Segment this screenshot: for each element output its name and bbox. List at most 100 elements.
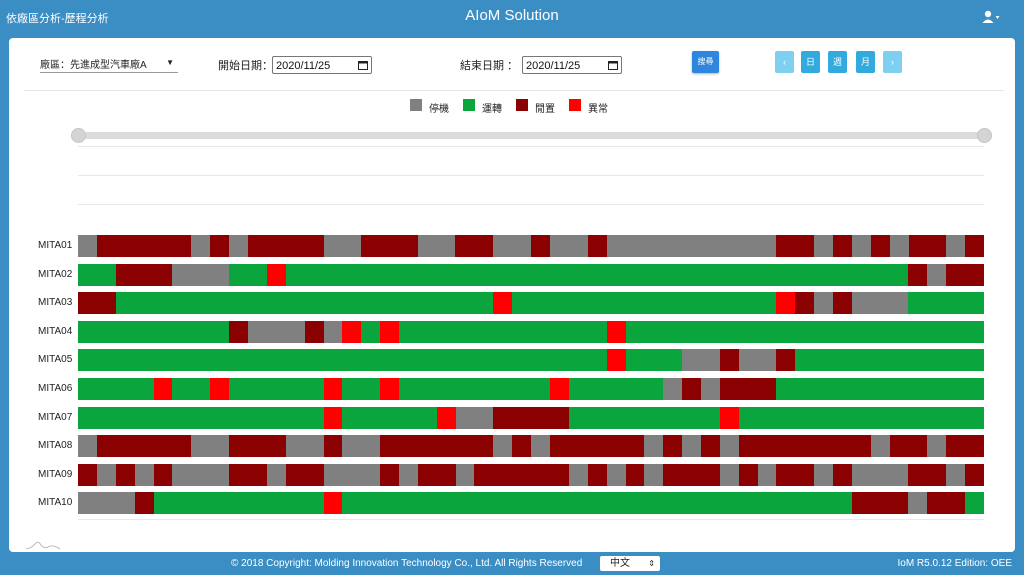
abnormal-segment[interactable] [550, 378, 569, 400]
running-segment[interactable] [154, 492, 324, 515]
next-button[interactable]: › [883, 51, 902, 73]
idle-segment[interactable] [720, 349, 739, 372]
idle-segment[interactable] [852, 492, 908, 515]
running-segment[interactable] [229, 378, 324, 400]
idle-segment[interactable] [965, 463, 984, 486]
idle-segment[interactable] [97, 435, 191, 458]
idle-segment[interactable] [795, 292, 814, 315]
running-segment[interactable] [361, 320, 380, 343]
idle-segment[interactable] [908, 463, 946, 486]
idle-segment[interactable] [739, 463, 758, 486]
stopped-segment[interactable] [324, 235, 361, 257]
stopped-segment[interactable] [191, 235, 210, 257]
stopped-segment[interactable] [852, 463, 908, 486]
idle-segment[interactable] [97, 235, 191, 257]
running-segment[interactable] [172, 378, 210, 400]
stopped-segment[interactable] [342, 435, 380, 458]
abnormal-segment[interactable] [267, 263, 286, 286]
month-button[interactable]: 月 [856, 51, 875, 73]
running-segment[interactable] [795, 349, 984, 372]
stopped-segment[interactable] [550, 235, 588, 257]
idle-segment[interactable] [229, 320, 248, 343]
idle-segment[interactable] [908, 263, 927, 286]
stopped-segment[interactable] [493, 235, 531, 257]
idle-segment[interactable] [455, 235, 493, 257]
idle-segment[interactable] [909, 235, 946, 257]
running-segment[interactable] [908, 292, 984, 315]
idle-segment[interactable] [776, 463, 814, 486]
machine-bar[interactable] [78, 235, 984, 257]
running-segment[interactable] [342, 406, 437, 429]
stopped-segment[interactable] [758, 463, 776, 486]
stopped-segment[interactable] [324, 320, 342, 343]
stopped-segment[interactable] [852, 292, 908, 315]
abnormal-segment[interactable] [437, 406, 456, 429]
idle-segment[interactable] [512, 435, 531, 458]
stopped-segment[interactable] [191, 435, 229, 458]
machine-bar[interactable] [78, 406, 984, 429]
idle-segment[interactable] [626, 463, 644, 486]
abnormal-segment[interactable] [607, 349, 626, 372]
time-range-slider[interactable] [78, 132, 984, 139]
stopped-segment[interactable] [456, 406, 493, 429]
idle-segment[interactable] [116, 263, 172, 286]
stopped-segment[interactable] [607, 463, 626, 486]
abnormal-segment[interactable] [380, 378, 399, 400]
running-segment[interactable] [569, 378, 663, 400]
idle-segment[interactable] [78, 292, 116, 315]
stopped-segment[interactable] [871, 435, 890, 458]
idle-segment[interactable] [776, 235, 814, 257]
stopped-segment[interactable] [493, 435, 512, 458]
idle-segment[interactable] [682, 378, 701, 400]
idle-segment[interactable] [946, 263, 984, 286]
abnormal-segment[interactable] [342, 320, 361, 343]
idle-segment[interactable] [663, 463, 720, 486]
running-segment[interactable] [78, 320, 229, 343]
running-segment[interactable] [78, 406, 324, 429]
idle-segment[interactable] [833, 463, 852, 486]
calendar-icon[interactable] [358, 60, 368, 70]
calendar-icon[interactable] [608, 60, 618, 70]
stopped-segment[interactable] [456, 463, 474, 486]
idle-segment[interactable] [418, 463, 456, 486]
running-segment[interactable] [342, 378, 380, 400]
stopped-segment[interactable] [946, 463, 965, 486]
stopped-segment[interactable] [248, 320, 305, 343]
running-segment[interactable] [399, 378, 550, 400]
idle-segment[interactable] [588, 235, 607, 257]
idle-segment[interactable] [550, 435, 644, 458]
stopped-segment[interactable] [814, 463, 833, 486]
running-segment[interactable] [739, 406, 984, 429]
abnormal-segment[interactable] [720, 406, 739, 429]
stopped-segment[interactable] [814, 292, 833, 315]
running-segment[interactable] [965, 492, 984, 515]
idle-segment[interactable] [493, 406, 569, 429]
stopped-segment[interactable] [663, 378, 682, 400]
idle-segment[interactable] [871, 235, 890, 257]
idle-segment[interactable] [116, 463, 135, 486]
stopped-segment[interactable] [682, 349, 720, 372]
day-button[interactable]: 日 [801, 51, 820, 73]
abnormal-segment[interactable] [776, 292, 795, 315]
idle-segment[interactable] [946, 435, 984, 458]
idle-segment[interactable] [305, 320, 324, 343]
idle-segment[interactable] [720, 378, 776, 400]
abnormal-segment[interactable] [493, 292, 512, 315]
stopped-segment[interactable] [135, 463, 154, 486]
idle-segment[interactable] [229, 435, 286, 458]
stopped-segment[interactable] [946, 235, 965, 257]
stopped-segment[interactable] [267, 463, 286, 486]
stopped-segment[interactable] [78, 235, 97, 257]
idle-segment[interactable] [78, 463, 97, 486]
stopped-segment[interactable] [682, 435, 701, 458]
machine-bar[interactable] [78, 435, 984, 458]
stopped-segment[interactable] [814, 235, 833, 257]
abnormal-segment[interactable] [210, 378, 229, 400]
stopped-segment[interactable] [569, 463, 588, 486]
idle-segment[interactable] [474, 463, 569, 486]
running-segment[interactable] [116, 292, 493, 315]
running-segment[interactable] [78, 263, 116, 286]
machine-bar[interactable] [78, 492, 984, 515]
stopped-segment[interactable] [78, 492, 135, 515]
running-segment[interactable] [626, 349, 682, 372]
